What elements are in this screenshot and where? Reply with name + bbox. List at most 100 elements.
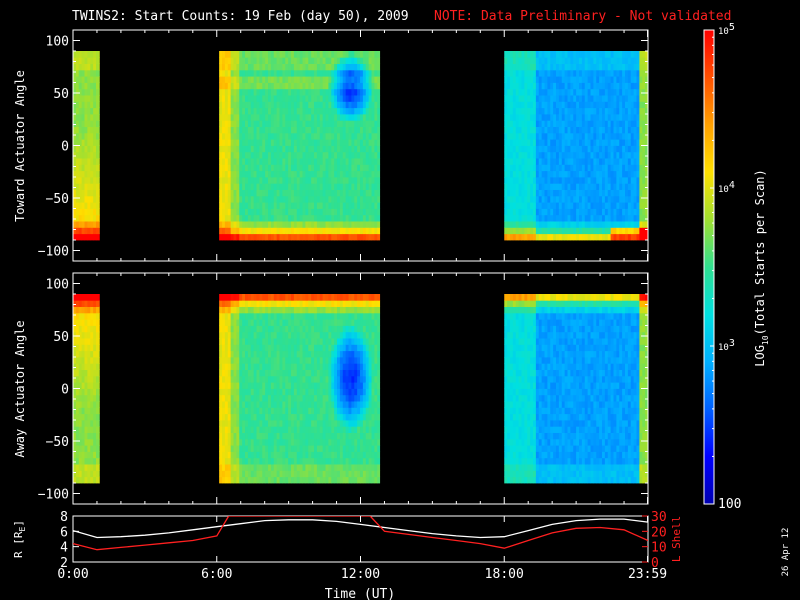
heatmap-cell bbox=[587, 139, 591, 146]
heatmap-cell bbox=[227, 195, 232, 203]
heatmap-cell bbox=[259, 126, 263, 134]
heatmap-cell bbox=[319, 438, 324, 446]
heatmap-cell bbox=[377, 208, 381, 216]
heatmap-cell bbox=[299, 227, 303, 235]
heatmap-cell bbox=[627, 51, 632, 58]
heatmap-cell bbox=[331, 221, 335, 228]
heatmap-cell bbox=[377, 195, 381, 203]
heatmap-cell bbox=[553, 107, 557, 115]
heatmap-cell bbox=[377, 202, 381, 209]
heatmap-cell bbox=[296, 331, 301, 339]
heatmap-cell bbox=[224, 88, 229, 96]
heatmap-cell bbox=[265, 401, 269, 408]
heatmap-cell bbox=[273, 195, 278, 203]
heatmap-cell bbox=[268, 170, 272, 178]
heatmap-cell bbox=[93, 139, 97, 146]
heatmap-cell bbox=[90, 394, 94, 402]
heatmap-cell bbox=[245, 177, 249, 184]
heatmap-cell bbox=[319, 394, 324, 402]
heatmap-cell bbox=[98, 369, 100, 377]
heatmap-cell bbox=[96, 208, 100, 216]
heatmap-cell bbox=[90, 438, 94, 446]
heatmap-cell bbox=[504, 189, 508, 197]
heatmap-cell bbox=[308, 344, 312, 352]
heatmap-cell bbox=[553, 82, 557, 90]
heatmap-cell bbox=[547, 69, 551, 77]
heatmap-cell bbox=[78, 394, 83, 402]
heatmap-cell bbox=[87, 95, 91, 102]
heatmap-cell bbox=[78, 382, 83, 389]
heatmap-cell bbox=[90, 426, 94, 433]
heatmap-cell bbox=[247, 363, 252, 370]
heatmap-cell bbox=[325, 82, 329, 90]
heatmap-cell bbox=[627, 195, 632, 203]
heatmap-cell bbox=[93, 227, 97, 235]
heatmap-cell bbox=[222, 464, 226, 471]
heatmap-cell bbox=[250, 189, 255, 197]
heatmap-cell bbox=[282, 407, 286, 415]
heatmap-cell bbox=[250, 344, 255, 352]
heatmap-cell bbox=[81, 363, 85, 370]
heatmap-cell bbox=[325, 202, 329, 209]
heatmap-cell bbox=[224, 438, 229, 446]
heatmap-cell bbox=[245, 132, 249, 140]
heatmap-cell bbox=[242, 158, 246, 165]
heatmap-cell bbox=[541, 126, 545, 134]
heatmap-cell bbox=[276, 145, 280, 153]
heatmap-cell bbox=[222, 388, 226, 396]
heatmap-cell bbox=[296, 470, 301, 478]
heatmap-cell bbox=[518, 145, 522, 153]
heatmap-cell bbox=[282, 145, 286, 153]
heatmap-cell bbox=[293, 139, 298, 146]
heatmap-cell bbox=[75, 363, 80, 370]
heatmap-cell bbox=[314, 401, 318, 408]
heatmap-cell bbox=[87, 438, 91, 446]
heatmap-cell bbox=[242, 57, 246, 64]
heatmap-cell bbox=[316, 63, 321, 71]
heatmap-cell bbox=[87, 233, 91, 241]
heatmap-cell bbox=[78, 177, 83, 184]
heatmap-cell bbox=[227, 445, 232, 452]
heatmap-cell bbox=[590, 107, 594, 115]
heatmap-cell bbox=[87, 331, 91, 339]
heatmap-cell bbox=[282, 300, 286, 307]
heatmap-cell bbox=[515, 202, 520, 209]
heatmap-cell bbox=[224, 426, 229, 433]
heatmap-cell bbox=[331, 202, 335, 209]
heatmap-cell bbox=[236, 451, 240, 459]
heatmap-cell bbox=[645, 177, 648, 184]
heatmap-cell bbox=[302, 306, 306, 314]
heatmap-cell bbox=[550, 233, 554, 241]
heatmap-cell bbox=[633, 208, 637, 216]
heatmap-cell bbox=[311, 189, 315, 197]
heatmap-cell bbox=[374, 195, 378, 203]
heatmap-cell bbox=[236, 350, 240, 358]
heatmap-cell bbox=[541, 227, 545, 235]
heatmap-cell bbox=[365, 208, 370, 216]
toward-heatmap-cells bbox=[73, 51, 648, 241]
heatmap-cell bbox=[78, 338, 83, 345]
heatmap-cell bbox=[233, 476, 237, 484]
heatmap-cell bbox=[630, 114, 635, 121]
heatmap-cell bbox=[604, 177, 609, 184]
heatmap-cell bbox=[348, 170, 352, 178]
heatmap-cell bbox=[81, 120, 85, 127]
heatmap-cell bbox=[273, 331, 278, 339]
heatmap-cell bbox=[322, 221, 326, 228]
heatmap-cell bbox=[348, 107, 352, 115]
heatmap-cell bbox=[81, 325, 85, 333]
heatmap-cell bbox=[351, 158, 355, 165]
heatmap-cell bbox=[222, 151, 226, 159]
heatmap-cell bbox=[73, 375, 77, 383]
heatmap-cell bbox=[328, 126, 332, 134]
heatmap-cell bbox=[279, 382, 283, 389]
heatmap-cell bbox=[90, 382, 94, 389]
heatmap-cell bbox=[339, 158, 344, 165]
heatmap-cell bbox=[96, 57, 100, 64]
heatmap-cell bbox=[636, 221, 640, 228]
heatmap-cell bbox=[604, 151, 609, 159]
heatmap-cell bbox=[558, 214, 563, 222]
heatmap-cell bbox=[282, 432, 286, 440]
heatmap-cell bbox=[604, 51, 609, 58]
heatmap-cell bbox=[279, 476, 283, 484]
